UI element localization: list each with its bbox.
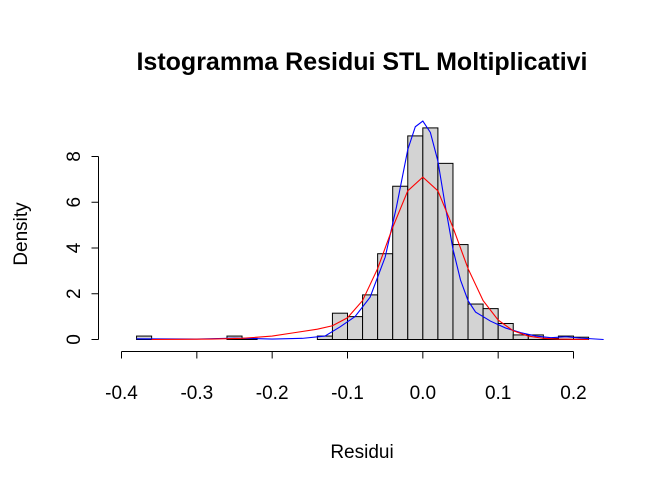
y-axis-label: Density — [11, 202, 32, 266]
histogram-bars — [136, 127, 590, 341]
x-tick-label: 0.0 — [410, 383, 436, 404]
x-tick-label: -0.4 — [105, 383, 138, 404]
x-tick-label: -0.1 — [331, 383, 364, 404]
chart-title: Istogramma Residui STL Moltiplicativi — [136, 48, 587, 76]
x-tick-label: 0.1 — [485, 383, 511, 404]
y-tick-label: 8 — [64, 151, 85, 162]
histogram-bar-10 — [422, 127, 439, 340]
histogram-bar-6 — [362, 294, 379, 341]
histogram-bar-7 — [377, 253, 394, 340]
x-axis-label: Residui — [330, 442, 393, 463]
y-tick-label: 0 — [64, 334, 85, 345]
y-tick-label: 6 — [64, 197, 85, 208]
x-tick-label: -0.2 — [256, 383, 289, 404]
histogram-bar-13 — [467, 303, 484, 341]
x-axis: -0.4 -0.3 -0.2 -0.1 0.0 0.1 0.2 — [105, 351, 587, 404]
density-curve-0 — [136, 120, 604, 341]
histogram-bar-12 — [452, 244, 469, 341]
histogram-bar-9 — [407, 135, 424, 340]
histogram-bar-11 — [437, 162, 454, 340]
y-tick-label: 4 — [64, 242, 85, 253]
y-tick-label: 2 — [64, 288, 85, 299]
x-tick-label: 0.2 — [560, 383, 586, 404]
histogram-bar-0 — [136, 335, 153, 341]
x-tick-label: -0.3 — [180, 383, 213, 404]
y-axis: 0 2 4 6 8 — [64, 151, 99, 345]
density-curves — [136, 120, 604, 341]
density-curve-1 — [151, 176, 589, 341]
